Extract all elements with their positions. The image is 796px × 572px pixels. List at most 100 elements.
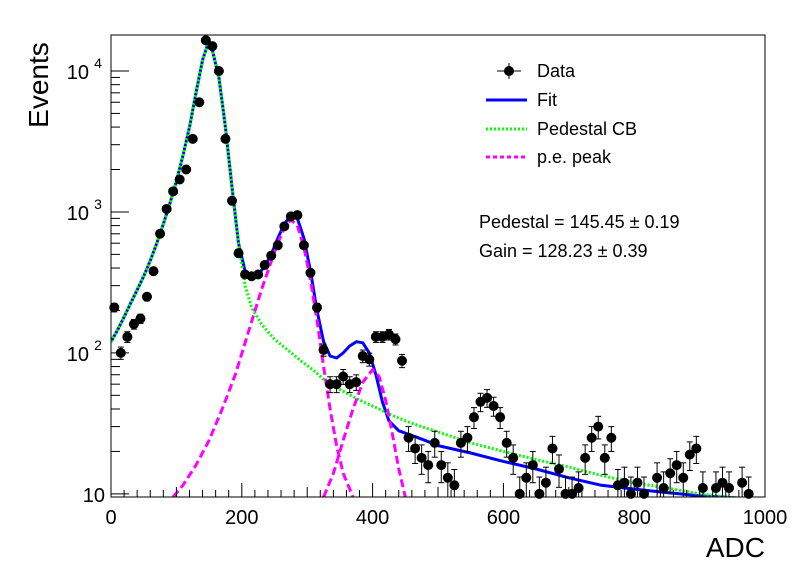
x-tick-label: 800 — [618, 507, 651, 529]
data-point — [593, 415, 604, 440]
data-marker — [279, 221, 290, 232]
data-marker — [233, 248, 244, 259]
data-point — [468, 407, 479, 430]
x-tick-label: 1000 — [743, 507, 788, 529]
data-point — [272, 240, 283, 251]
data-marker — [259, 260, 270, 271]
data-marker — [128, 319, 139, 330]
data-marker — [305, 267, 316, 278]
data-marker — [501, 437, 512, 448]
data-point — [678, 462, 689, 498]
data-marker — [429, 437, 440, 448]
data-marker — [390, 334, 401, 345]
data-marker — [632, 477, 643, 488]
data-marker — [416, 452, 427, 463]
data-point — [351, 374, 362, 391]
data-point — [397, 354, 408, 369]
data-marker — [312, 302, 323, 313]
data-point — [495, 407, 506, 430]
data-point — [207, 41, 218, 52]
data-marker — [442, 472, 453, 483]
data-marker — [606, 432, 617, 443]
data-point — [684, 441, 695, 472]
axes-layer: 0 200 400 600 800 1000 10 10 2 10 3 10 4 — [67, 55, 788, 529]
y-tick-label: 10 — [67, 62, 89, 84]
stat-gain: Gain = 128.23 ± 0.39 — [479, 241, 648, 261]
data-marker — [200, 35, 211, 46]
stat-gain-value: Gain = 128.23 — [479, 241, 593, 261]
data-marker — [423, 460, 434, 471]
data-point — [168, 186, 179, 197]
data-marker — [652, 472, 663, 483]
legend-entry-pedestal: Pedestal CB — [486, 119, 637, 139]
x-tick-label: 600 — [487, 507, 520, 529]
data-marker — [691, 443, 702, 454]
data-marker — [213, 65, 224, 76]
data-point — [312, 302, 323, 313]
data-marker — [135, 313, 146, 324]
data-marker — [338, 371, 349, 382]
data-point — [141, 291, 152, 302]
data-point — [187, 133, 198, 144]
y-tick-exponent: 3 — [94, 196, 102, 212]
data-marker — [488, 401, 499, 412]
data-marker — [403, 432, 414, 443]
data-points-layer — [109, 35, 754, 499]
data-marker — [272, 240, 283, 251]
data-marker — [462, 432, 473, 443]
data-marker — [436, 460, 447, 471]
data-point — [580, 444, 591, 475]
stat-pedestal: Pedestal = 145.45 ± 0.19 — [479, 212, 680, 232]
x-axis-label: ADC — [706, 532, 765, 563]
data-marker — [743, 488, 754, 499]
legend-label-pe-peak: p.e. peak — [537, 147, 612, 167]
data-marker — [540, 477, 551, 488]
data-marker — [351, 377, 362, 388]
data-point — [671, 450, 682, 484]
data-marker — [671, 460, 682, 471]
data-point — [292, 210, 303, 221]
data-marker — [508, 452, 519, 463]
data-point — [233, 248, 244, 259]
data-marker — [318, 344, 329, 355]
legend-entry-fit: Fit — [486, 90, 557, 110]
data-point — [410, 435, 421, 465]
data-point — [416, 444, 427, 475]
data-marker — [181, 164, 192, 175]
data-marker — [482, 392, 493, 403]
data-marker — [155, 228, 166, 239]
y-tick-exponent: 4 — [94, 55, 102, 71]
data-marker — [266, 250, 277, 261]
data-marker — [586, 432, 597, 443]
data-point — [155, 228, 166, 239]
data-marker — [495, 412, 506, 423]
series-line-pedestal-cb — [111, 42, 743, 497]
series-line-p-e-peak-1 — [171, 218, 355, 497]
fit-stats: Pedestal = 145.45 ± 0.19 Gain = 128.23 ± 0… — [479, 212, 680, 261]
data-point — [181, 164, 192, 175]
data-point — [253, 269, 264, 280]
data-point — [482, 389, 493, 408]
data-marker — [658, 483, 669, 494]
data-point — [403, 426, 414, 452]
data-point — [305, 267, 316, 278]
data-point — [390, 333, 401, 346]
data-marker — [724, 483, 735, 494]
data-point — [586, 426, 597, 452]
data-point — [423, 450, 434, 484]
legend-label-fit: Fit — [537, 90, 557, 110]
data-marker — [141, 291, 152, 302]
data-point — [174, 174, 185, 185]
data-marker — [547, 443, 558, 454]
data-marker — [514, 488, 525, 499]
x-tick-label: 200 — [225, 507, 258, 529]
data-marker — [174, 174, 185, 185]
data-point — [318, 343, 329, 357]
data-marker — [292, 210, 303, 221]
legend: Data Fit Pedestal CB p.e. peak — [486, 61, 637, 167]
data-point — [148, 266, 159, 277]
data-marker — [678, 472, 689, 483]
data-point — [691, 435, 702, 465]
data-point — [122, 331, 133, 343]
data-point — [259, 260, 270, 271]
